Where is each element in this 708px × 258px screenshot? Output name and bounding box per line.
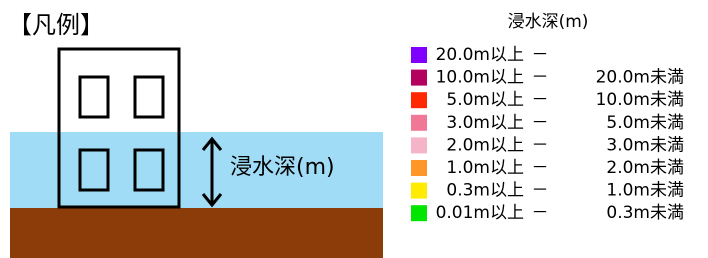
legend-sep: － (532, 90, 549, 110)
legend-swatch (411, 92, 427, 108)
legend-to: 1.0m未満 (606, 181, 684, 201)
legend-sep: － (532, 135, 549, 155)
legend-sep: － (532, 181, 549, 201)
legend-from: 0.01m以上 (436, 203, 524, 223)
legend-from: 1.0m以上 (446, 158, 524, 178)
legend-to: 0.3m未満 (606, 203, 684, 223)
legend-sep: － (532, 113, 549, 133)
diagram-title: 【凡例】 (8, 11, 104, 39)
legend-to: 5.0m未満 (606, 113, 684, 133)
legend-title: 浸水深(m) (508, 12, 589, 32)
legend-sep: － (532, 68, 549, 88)
legend-sep: － (532, 203, 549, 223)
legend-swatch (411, 115, 427, 131)
legend-sep: － (532, 158, 549, 178)
legend-swatch (411, 70, 427, 86)
legend-swatch (411, 205, 427, 221)
legend-swatch (411, 47, 427, 63)
legend-sep: － (532, 45, 549, 65)
legend-from: 10.0m以上 (436, 68, 524, 88)
legend-to: 10.0m未満 (596, 90, 684, 110)
legend-to: 2.0m未満 (606, 158, 684, 178)
legend-from: 5.0m以上 (446, 90, 524, 110)
building-flooded (59, 132, 179, 208)
legend-to: 20.0m未満 (596, 68, 684, 88)
legend-from: 0.3m以上 (446, 181, 524, 201)
legend-to: 3.0m未満 (606, 135, 684, 155)
legend-swatch (411, 137, 427, 153)
legend-page: 【凡例】 浸水深(m) 浸水深(m) 20.0m以上 － 10.0m以上 － 20.0m… (0, 0, 708, 258)
legend-from: 2.0m以上 (446, 135, 524, 155)
legend-swatch (411, 183, 427, 199)
depth-label: 浸水深(m) (230, 155, 335, 180)
legend-from: 3.0m以上 (446, 113, 524, 133)
ground (10, 208, 383, 258)
legend-swatch (411, 160, 427, 176)
legend-from: 20.0m以上 (436, 45, 524, 65)
